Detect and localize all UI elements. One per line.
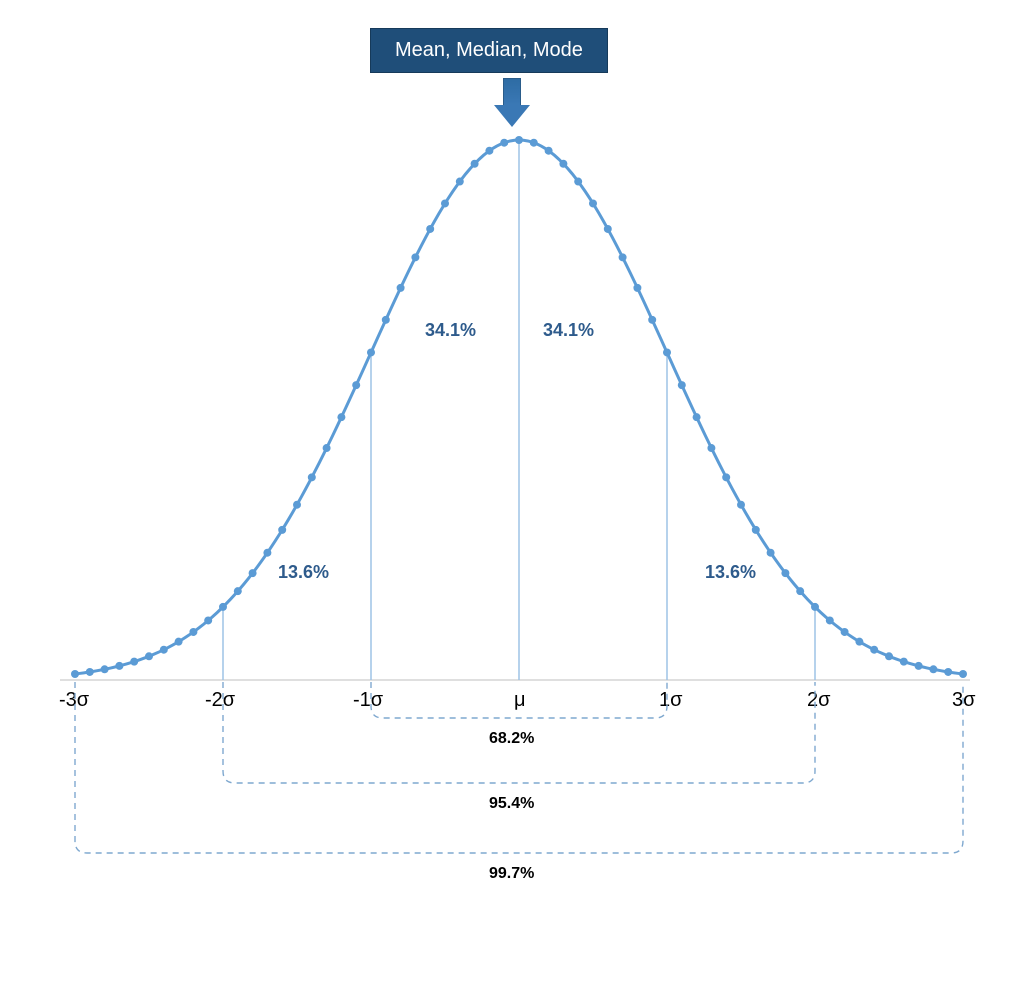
axis-tick-label: 2σ [807, 689, 830, 712]
curve-marker [604, 225, 612, 233]
axis-tick-label: -2σ [205, 689, 235, 712]
curve-marker [397, 284, 405, 292]
curve-marker [781, 569, 789, 577]
curve-marker [175, 638, 183, 646]
curve-marker [870, 646, 878, 654]
curve-marker [559, 160, 567, 168]
curve-marker [263, 549, 271, 557]
curve-marker [915, 662, 923, 670]
curve-marker [693, 413, 701, 421]
arrow-stem [503, 78, 521, 106]
curve-marker [234, 587, 242, 595]
area-percent-label: 34.1% [543, 320, 594, 341]
band-percent-label: 68.2% [489, 730, 534, 748]
axis-tick-label: -3σ [59, 689, 89, 712]
curve-marker [411, 253, 419, 261]
curve-marker [737, 501, 745, 509]
curve-marker [574, 178, 582, 186]
axis-tick-label: -1σ [353, 689, 383, 712]
curve-marker [707, 444, 715, 452]
curve-marker [545, 147, 553, 155]
curve-marker [249, 569, 257, 577]
curve-marker [426, 225, 434, 233]
area-percent-label: 13.6% [705, 562, 756, 583]
curve-marker [826, 616, 834, 624]
curve-marker [944, 668, 952, 676]
curve-marker [204, 616, 212, 624]
curve-marker [752, 526, 760, 534]
curve-marker [485, 147, 493, 155]
curve-marker [678, 381, 686, 389]
curve-marker [456, 178, 464, 186]
curve-marker [145, 652, 153, 660]
down-arrow-icon [494, 78, 530, 127]
curve-marker [648, 316, 656, 324]
header-label-box: Mean, Median, Mode [370, 28, 608, 73]
band-percent-label: 95.4% [489, 795, 534, 813]
curve-marker [811, 603, 819, 611]
curve-marker [855, 638, 863, 646]
curve-marker [219, 603, 227, 611]
curve-marker [796, 587, 804, 595]
curve-marker [722, 473, 730, 481]
curve-marker [293, 501, 301, 509]
curve-marker [160, 646, 168, 654]
axis-tick-label: μ [514, 689, 526, 712]
curve-marker [929, 665, 937, 673]
axis-tick-label: 1σ [659, 689, 682, 712]
curve-marker [382, 316, 390, 324]
curve-marker [308, 473, 316, 481]
axis-tick-label: 3σ [952, 689, 975, 712]
curve-marker [189, 628, 197, 636]
curve-marker [367, 348, 375, 356]
curve-marker [633, 284, 641, 292]
curve-marker [101, 665, 109, 673]
band-percent-label: 99.7% [489, 865, 534, 883]
curve-marker [115, 662, 123, 670]
curve-marker [959, 670, 967, 678]
curve-marker [352, 381, 360, 389]
curve-marker [515, 136, 523, 144]
curve-marker [471, 160, 479, 168]
area-percent-label: 34.1% [425, 320, 476, 341]
curve-marker [337, 413, 345, 421]
curve-marker [323, 444, 331, 452]
curve-marker [278, 526, 286, 534]
curve-marker [767, 549, 775, 557]
area-percent-label: 13.6% [278, 562, 329, 583]
curve-marker [130, 658, 138, 666]
curve-marker [885, 652, 893, 660]
bell-curve-chart [60, 135, 970, 695]
curve-marker [71, 670, 79, 678]
curve-marker [841, 628, 849, 636]
curve-marker [500, 139, 508, 147]
arrow-head [494, 105, 530, 127]
curve-marker [663, 348, 671, 356]
curve-marker [441, 199, 449, 207]
curve-marker [530, 139, 538, 147]
curve-marker [900, 658, 908, 666]
curve-marker [86, 668, 94, 676]
curve-marker [619, 253, 627, 261]
curve-marker [589, 199, 597, 207]
